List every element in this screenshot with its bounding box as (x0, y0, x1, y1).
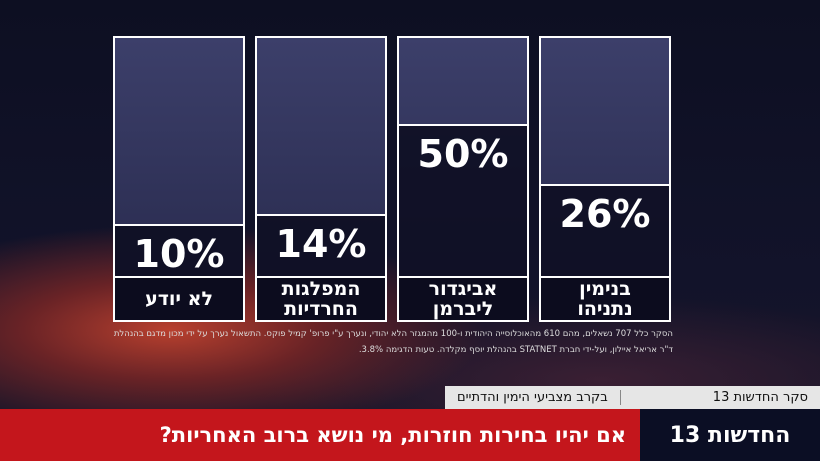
footnote: הסקר כלל 707 נשאלים, מהם 610 מהאוכלוסייה… (113, 329, 673, 355)
bar: 26% (539, 184, 671, 278)
value-label: 50% (417, 132, 509, 176)
column: 50% אביגדור ליברמן (397, 36, 529, 322)
tag-strip: סקר החדשות 13 בקרב מצביעי הימין והדתיים (445, 386, 820, 409)
value-label: 14% (275, 222, 367, 266)
bar: 50% (397, 124, 529, 278)
chart-title: אם יהיו בחירות חוזרות, מי נושא ברוב האחר… (0, 409, 640, 461)
column: 10% לא יודע (113, 36, 245, 322)
subtitle: בקרב מצביעי הימין והדתיים (445, 390, 621, 405)
value-label: 26% (559, 192, 651, 236)
column: 14% המפלגות החרדיות (255, 36, 387, 322)
bar: 14% (255, 214, 387, 278)
category-label: בנימין נתניהו (539, 276, 671, 322)
category-label: המפלגות החרדיות (255, 276, 387, 322)
category-label: לא יודע (113, 276, 245, 322)
bar: 10% (113, 224, 245, 278)
tag: סקר החדשות 13 (712, 390, 808, 405)
column: 26% בנימין נתניהו (539, 36, 671, 322)
category-label: אביגדור ליברמן (397, 276, 529, 322)
value-label: 10% (133, 232, 225, 276)
logo: החדשות 13 (640, 409, 820, 461)
